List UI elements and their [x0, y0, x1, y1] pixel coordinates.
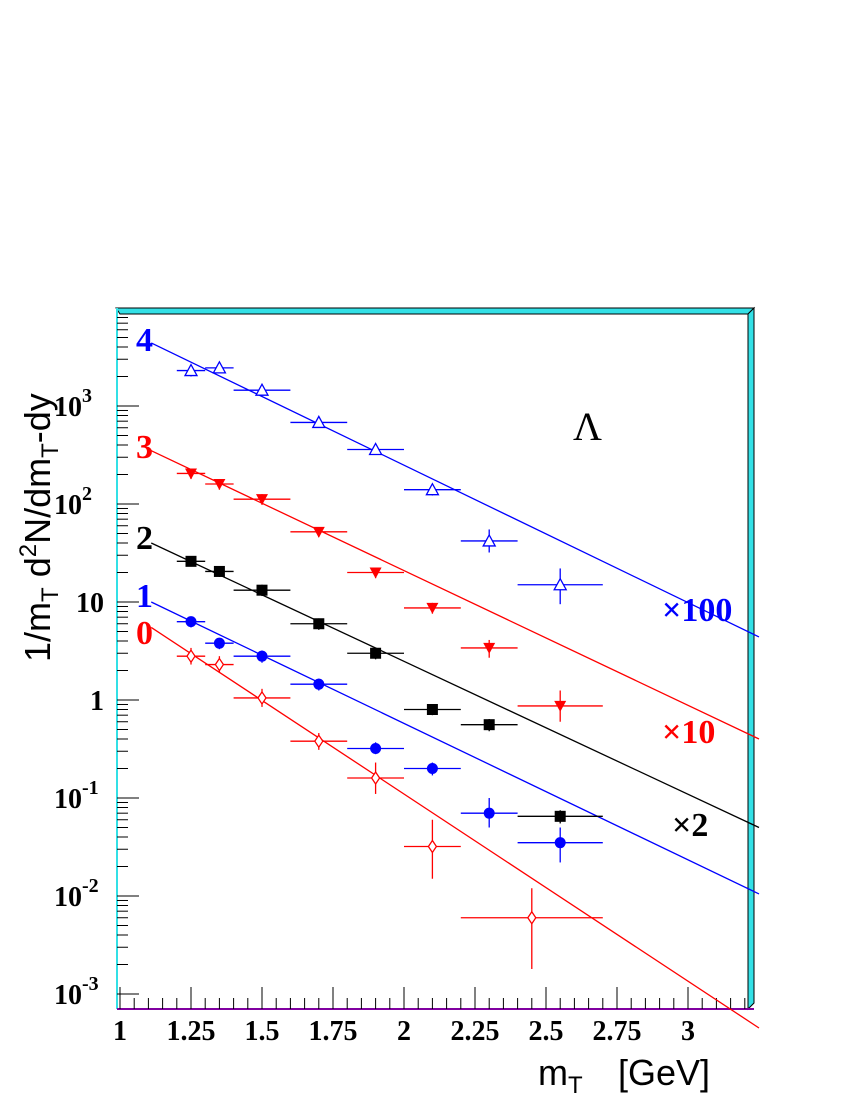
y-tick-label: 10-2	[54, 875, 99, 913]
data-point	[214, 657, 225, 672]
fit-line-2	[150, 542, 760, 829]
y-axis-title-part-1: d	[17, 557, 58, 587]
svg-text:mT: mT	[538, 1052, 583, 1099]
data-point	[554, 837, 566, 849]
data-point	[425, 482, 440, 496]
x-tick-label: 2.75	[593, 1016, 642, 1047]
x-tick-label: 1.75	[309, 1016, 358, 1047]
data-point	[313, 678, 325, 690]
series-label-2: 2	[136, 520, 153, 557]
data-point	[186, 649, 196, 664]
y-axis-title-part-2: N/dm	[17, 458, 58, 544]
y-axis-title-sup: 2	[15, 544, 42, 557]
scale-labels: ×100 ×10 ×2	[662, 592, 732, 844]
data-point	[368, 442, 383, 456]
svg-text:1/mT d2N/dmT-dy: 1/mT d2N/dmT-dy	[15, 393, 64, 662]
data-point	[554, 700, 567, 712]
y-axis-title: 1/mT d2N/dmT-dy	[15, 393, 64, 662]
x-tick-label: 2.25	[451, 1016, 500, 1047]
fit-lines	[150, 342, 760, 1029]
data-point	[426, 762, 438, 774]
y-tick-label: 103	[54, 385, 92, 423]
data-point	[314, 734, 324, 749]
y-tick-label: 102	[54, 483, 92, 521]
data-point	[483, 642, 496, 654]
data-point	[554, 810, 566, 822]
y-axis-title-part-0: 1/m	[17, 602, 58, 662]
data-point	[369, 567, 382, 579]
plot-frame	[115, 306, 756, 1011]
particle-label: Λ	[573, 404, 602, 449]
data-point	[553, 577, 568, 591]
x-axis-title: mT [GeV]	[538, 1052, 710, 1099]
data-point	[185, 616, 197, 628]
series-1	[176, 616, 603, 863]
x-tick-label: 1.5	[245, 1016, 280, 1047]
data-point	[483, 807, 495, 819]
data-point	[185, 468, 197, 480]
axes: 1 1.25 1.5 1.75 2 2.25 2.5 2.75 310-310-210-1110…	[54, 316, 746, 1047]
scale-label-x100: ×100	[662, 592, 732, 629]
frame-right-bevel	[747, 306, 755, 1011]
data-point	[183, 363, 199, 377]
data-marks	[176, 360, 603, 969]
y-axis-title-sub-1: T	[37, 443, 64, 458]
data-point	[483, 719, 495, 731]
data-point	[185, 555, 197, 567]
series-label-4: 4	[136, 322, 153, 359]
series-label-3: 3	[136, 429, 153, 466]
series-label-1: 1	[136, 578, 153, 615]
data-point	[427, 839, 438, 854]
series-2	[176, 555, 603, 824]
y-tick-label: 10	[76, 588, 104, 619]
data-point	[527, 910, 537, 925]
data-point	[256, 584, 268, 596]
data-point	[213, 565, 225, 577]
data-point	[256, 494, 268, 506]
data-point	[426, 602, 439, 614]
series-label-0: 0	[136, 615, 153, 652]
y-tick-label: 1	[90, 686, 104, 717]
data-point	[370, 770, 381, 786]
fit-line-1	[150, 601, 760, 895]
fit-line-0	[150, 626, 760, 1029]
x-tick-label: 1.25	[167, 1016, 216, 1047]
y-tick-label: 10-1	[54, 777, 99, 815]
x-axis-title-subscript: T	[568, 1072, 583, 1099]
data-point	[370, 742, 382, 754]
data-point	[312, 526, 325, 538]
data-point	[256, 650, 268, 662]
data-point	[213, 637, 225, 649]
data-point	[311, 415, 326, 429]
data-point	[482, 533, 497, 547]
data-point	[212, 360, 227, 374]
series-0	[176, 647, 603, 969]
x-tick-label: 2.5	[529, 1016, 564, 1047]
series-3	[176, 468, 603, 722]
x-tick-label: 2	[397, 1016, 411, 1047]
data-point	[313, 618, 325, 630]
y-tick-label: 10-3	[54, 973, 99, 1011]
x-axis-title-unit: [GeV]	[618, 1052, 710, 1093]
y-axis-title-sub-0: T	[37, 587, 64, 602]
frame-top-bevel	[115, 307, 756, 315]
data-point	[426, 703, 438, 715]
y-axis-title-part-3: -dy	[17, 393, 58, 443]
scale-label-x2: ×2	[672, 807, 708, 844]
data-point	[257, 690, 267, 706]
scale-label-x10: ×10	[662, 714, 715, 751]
x-axis-title-symbol: m	[538, 1052, 568, 1093]
series-4	[176, 360, 603, 605]
data-point	[213, 478, 226, 490]
x-tick-label: 3	[681, 1016, 695, 1047]
data-point	[370, 647, 382, 659]
data-point	[254, 382, 270, 396]
x-tick-label: 1	[113, 1016, 127, 1047]
series-labels: 4 3 2 1 0	[136, 322, 153, 652]
